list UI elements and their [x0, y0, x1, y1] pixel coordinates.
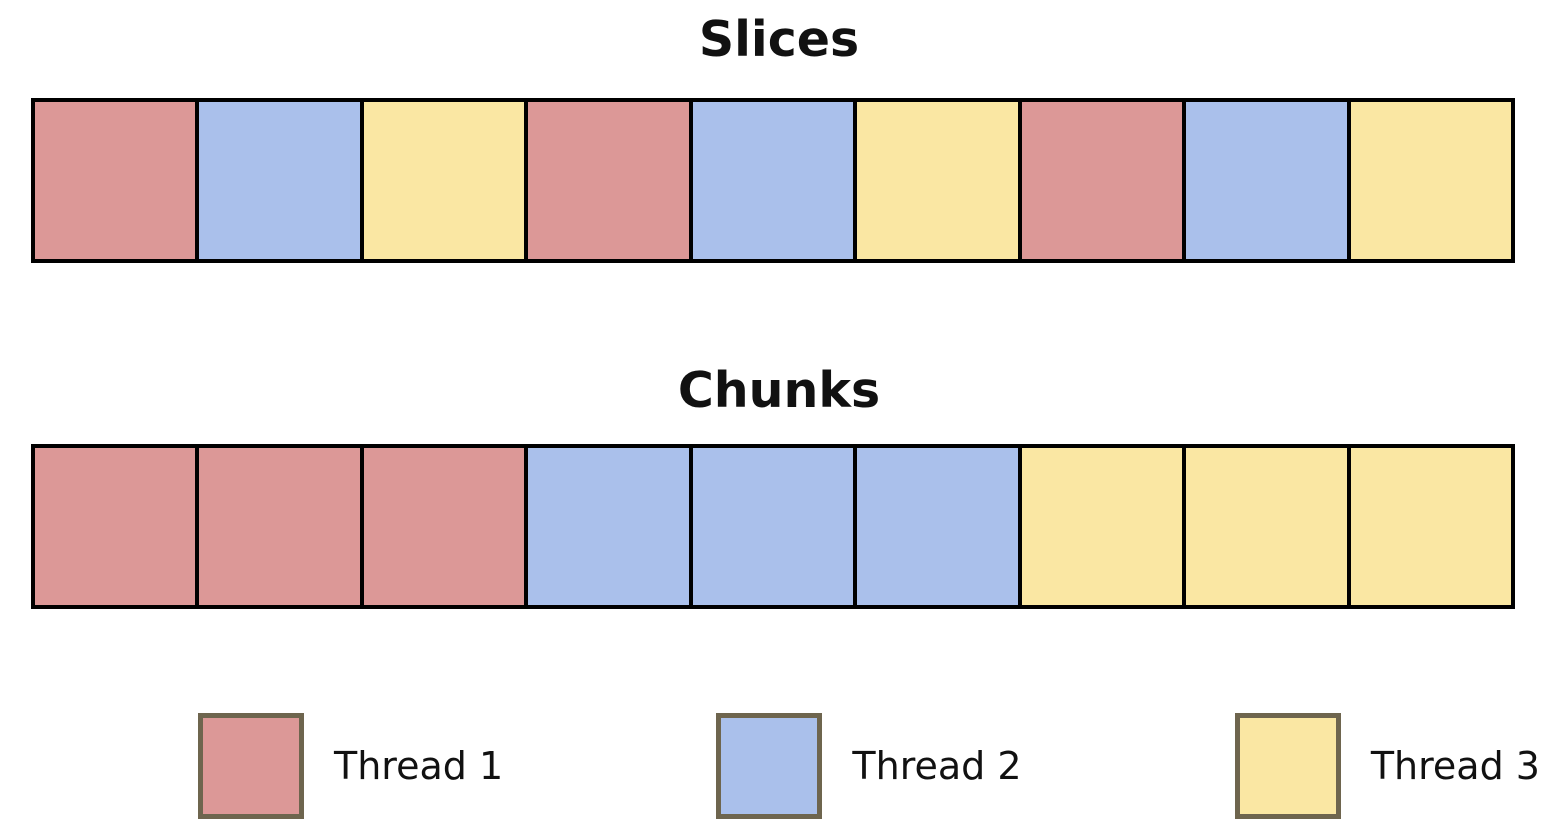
legend-label-thread-2: Thread 2	[852, 744, 1022, 789]
chunk-block-3-thread-1	[359, 448, 525, 606]
legend-swatch-thread-1	[198, 713, 304, 820]
slice-block-2-thread-2	[195, 101, 360, 259]
legend-item-thread-2: Thread 2	[716, 713, 1022, 820]
legend-item-thread-3: Thread 3	[1234, 713, 1540, 820]
chunk-block-9-thread-3	[1346, 448, 1511, 606]
slice-block-8-thread-2	[1182, 101, 1347, 259]
legend-item-thread-1: Thread 1	[198, 713, 504, 820]
slice-block-4-thread-1	[524, 101, 689, 259]
chunks-title: Chunks	[677, 361, 881, 419]
legend-swatch-thread-2	[716, 713, 823, 820]
slice-block-7-thread-1	[1017, 101, 1183, 259]
slice-block-3-thread-3	[359, 101, 525, 259]
chunk-block-4-thread-2	[524, 448, 689, 606]
chunks-bar	[31, 444, 1515, 610]
slices-title: Slices	[698, 11, 860, 68]
legend-swatch-thread-3	[1234, 713, 1341, 820]
chunk-block-5-thread-2	[688, 448, 854, 606]
slice-block-5-thread-2	[688, 101, 854, 259]
chunk-block-1-thread-1	[35, 448, 196, 606]
chunk-block-6-thread-2	[853, 448, 1018, 606]
slice-block-9-thread-3	[1346, 101, 1511, 259]
legend-label-thread-3: Thread 3	[1370, 744, 1540, 789]
chunk-block-7-thread-3	[1017, 448, 1183, 606]
slice-block-1-thread-1	[35, 101, 196, 259]
slice-block-6-thread-3	[853, 101, 1018, 259]
slices-bar	[31, 97, 1515, 263]
chunk-block-2-thread-1	[195, 448, 360, 606]
legend-label-thread-1: Thread 1	[334, 744, 504, 789]
chunk-block-8-thread-3	[1182, 448, 1347, 606]
legend: Thread 1 Thread 2 Thread 3	[198, 713, 1540, 820]
